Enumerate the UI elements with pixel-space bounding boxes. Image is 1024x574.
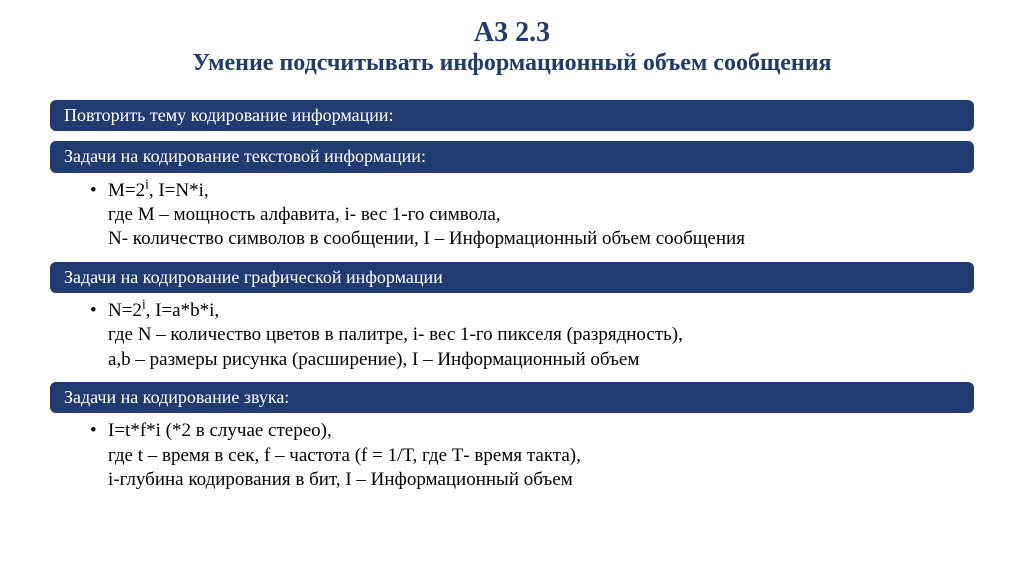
section-1-line1: M=2i, I=N*i, — [108, 180, 209, 201]
section-body-3-text: I=t*f*i (*2 в случае стерео), где t – вр… — [108, 419, 974, 492]
title-code: А3 2.3 — [50, 18, 974, 49]
bullet-icon: • — [90, 419, 108, 492]
title-subtitle: Умение подсчитывать информационный объем… — [50, 49, 974, 78]
title-block: А3 2.3 Умение подсчитывать информационны… — [50, 18, 974, 78]
section-body-2: • N=2i, I=a*b*i, где N – количество цвет… — [50, 297, 974, 382]
section-1-line3: N- количество символов в сообщении, I – … — [108, 228, 745, 249]
slide: А3 2.3 Умение подсчитывать информационны… — [0, 0, 1024, 502]
section-body-1-text: M=2i, I=N*i, где M – мощность алфавита, … — [108, 179, 974, 252]
section-header-3: Задачи на кодирование звука: — [50, 382, 974, 414]
section-body-1: • M=2i, I=N*i, где M – мощность алфавита… — [50, 177, 974, 262]
section-body-3: • I=t*f*i (*2 в случае стерео), где t – … — [50, 417, 974, 502]
section-3-line2: где t – время в сек, f – частота (f = 1/… — [108, 445, 581, 466]
section-1-line2: где M – мощность алфавита, i- вес 1-го с… — [108, 204, 501, 225]
section-body-2-text: N=2i, I=a*b*i, где N – количество цветов… — [108, 299, 974, 372]
section-header-2: Задачи на кодирование графической информ… — [50, 262, 974, 294]
section-2-line1: N=2i, I=a*b*i, — [108, 300, 219, 321]
section-3-line1: I=t*f*i (*2 в случае стерео), — [108, 420, 332, 441]
section-header-0: Повторить тему кодирование информации: — [50, 100, 974, 132]
section-2-line3: a,b – размеры рисунка (расширение), I – … — [108, 349, 639, 370]
section-2-line2: где N – количество цветов в палитре, i- … — [108, 324, 683, 345]
section-3-line3: i-глубина кодирования в бит, I – Информа… — [108, 469, 573, 490]
section-header-1: Задачи на кодирование текстовой информац… — [50, 141, 974, 173]
bullet-icon: • — [90, 179, 108, 252]
bullet-icon: • — [90, 299, 108, 372]
